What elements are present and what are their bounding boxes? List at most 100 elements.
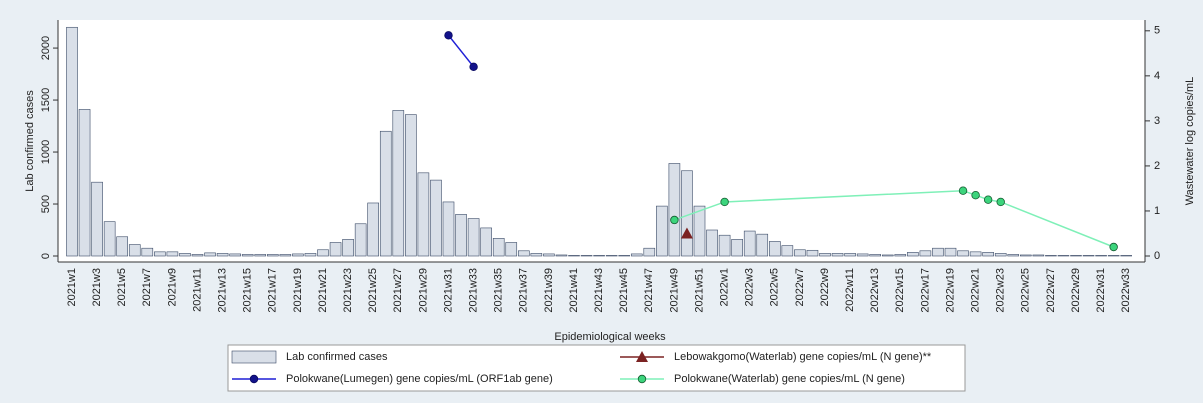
bar <box>179 253 191 257</box>
y-axis-title: Lab confirmed cases <box>24 90 36 192</box>
legend <box>227 344 966 392</box>
legend-label: Lab confirmed cases <box>286 351 388 363</box>
y2-axis-title: Wastewater log copies/mL <box>1184 77 1196 206</box>
bar <box>480 227 492 257</box>
x-tick-label: 2022w11 <box>844 268 856 312</box>
bar <box>656 205 668 257</box>
bar <box>1082 255 1095 257</box>
x-tick-label: 2022w1 <box>719 268 731 307</box>
bar <box>1107 255 1120 257</box>
x-tick-label: 2022w13 <box>869 268 881 313</box>
x-tick-label: 2022w3 <box>744 268 756 307</box>
bar <box>994 253 1007 257</box>
bar <box>781 245 794 257</box>
bar <box>128 244 141 257</box>
x-tick-label: 2021w5 <box>116 268 128 307</box>
bar <box>191 254 204 257</box>
x-tick-label: 2022w17 <box>919 268 931 313</box>
bar <box>241 254 254 257</box>
bar <box>405 114 417 257</box>
y-tick-label: 1500 <box>40 88 52 112</box>
bar <box>957 250 969 257</box>
bar <box>467 218 480 257</box>
bar <box>932 247 944 257</box>
y-tick-label: 500 <box>40 195 52 213</box>
bar <box>794 249 806 257</box>
bar <box>417 172 430 257</box>
x-tick-label: 2021w11 <box>191 268 203 312</box>
x-tick-label: 2022w33 <box>1120 268 1132 313</box>
bar <box>430 179 442 257</box>
y2-tick-label: 0 <box>1154 250 1160 262</box>
bar <box>1045 255 1057 257</box>
x-tick-label: 2021w15 <box>242 268 254 313</box>
bar <box>593 255 605 257</box>
bar <box>1019 254 1032 257</box>
legend-label: Lebowakgomo(Waterlab) gene copies/mL (N … <box>674 351 932 363</box>
legend-swatch <box>231 350 277 364</box>
bar <box>668 163 681 257</box>
bar <box>869 254 882 257</box>
y-tick-label: 1000 <box>40 140 52 164</box>
bar <box>166 251 179 257</box>
y2-tick-label: 2 <box>1154 160 1160 172</box>
x-tick-label: 2021w3 <box>91 268 103 307</box>
bar <box>630 253 643 257</box>
bar <box>731 239 743 257</box>
x-tick-label: 2022w31 <box>1095 268 1107 313</box>
x-tick-label: 2021w37 <box>518 268 530 313</box>
bar <box>317 249 329 257</box>
point <box>720 197 729 207</box>
x-tick-label: 2022w27 <box>1045 268 1057 313</box>
point <box>971 190 980 200</box>
bar <box>881 254 894 257</box>
x-tick-label: 2022w9 <box>819 268 831 307</box>
point <box>469 62 478 72</box>
bar <box>555 254 568 257</box>
bar <box>1070 255 1082 257</box>
bar <box>969 251 982 257</box>
x-tick-label: 2022w21 <box>970 268 982 313</box>
bar <box>693 205 706 257</box>
bar <box>342 239 354 257</box>
legend-marker <box>637 374 647 384</box>
x-tick-label: 2021w1 <box>66 268 78 307</box>
bar <box>543 253 555 257</box>
point <box>680 227 693 239</box>
bar <box>1032 254 1045 257</box>
x-tick-label: 2021w9 <box>166 268 178 307</box>
bar <box>367 202 380 257</box>
bar <box>292 253 304 257</box>
x-tick-label: 2021w29 <box>417 268 429 313</box>
y-tick-label: 2000 <box>40 36 52 60</box>
bar <box>894 254 907 257</box>
x-tick-label: 2022w15 <box>894 268 906 313</box>
x-tick-label: 2022w19 <box>944 268 956 313</box>
x-tick-label: 2021w21 <box>317 268 329 313</box>
y2-tick-label: 1 <box>1154 205 1160 217</box>
bar <box>304 253 317 257</box>
bar <box>103 221 116 257</box>
bar <box>580 255 593 257</box>
y2-tick-label: 3 <box>1154 115 1160 127</box>
x-tick-label: 2021w47 <box>643 268 655 313</box>
bar <box>91 181 103 257</box>
bar <box>907 252 919 257</box>
point <box>444 31 453 40</box>
bar <box>919 250 932 257</box>
x-tick-label: 2021w41 <box>568 268 580 313</box>
bar <box>204 252 216 257</box>
bar <box>1007 254 1020 257</box>
bar <box>505 242 518 257</box>
x-tick-label: 2021w49 <box>668 268 680 313</box>
x-tick-label: 2021w27 <box>392 268 404 313</box>
bar <box>141 247 154 257</box>
bar <box>605 255 618 257</box>
bar <box>392 110 405 257</box>
bar <box>1095 255 1107 257</box>
x-tick-label: 2021w25 <box>367 268 379 313</box>
bar <box>1120 255 1132 257</box>
bar <box>379 130 392 257</box>
x-tick-label: 2021w45 <box>618 268 630 313</box>
